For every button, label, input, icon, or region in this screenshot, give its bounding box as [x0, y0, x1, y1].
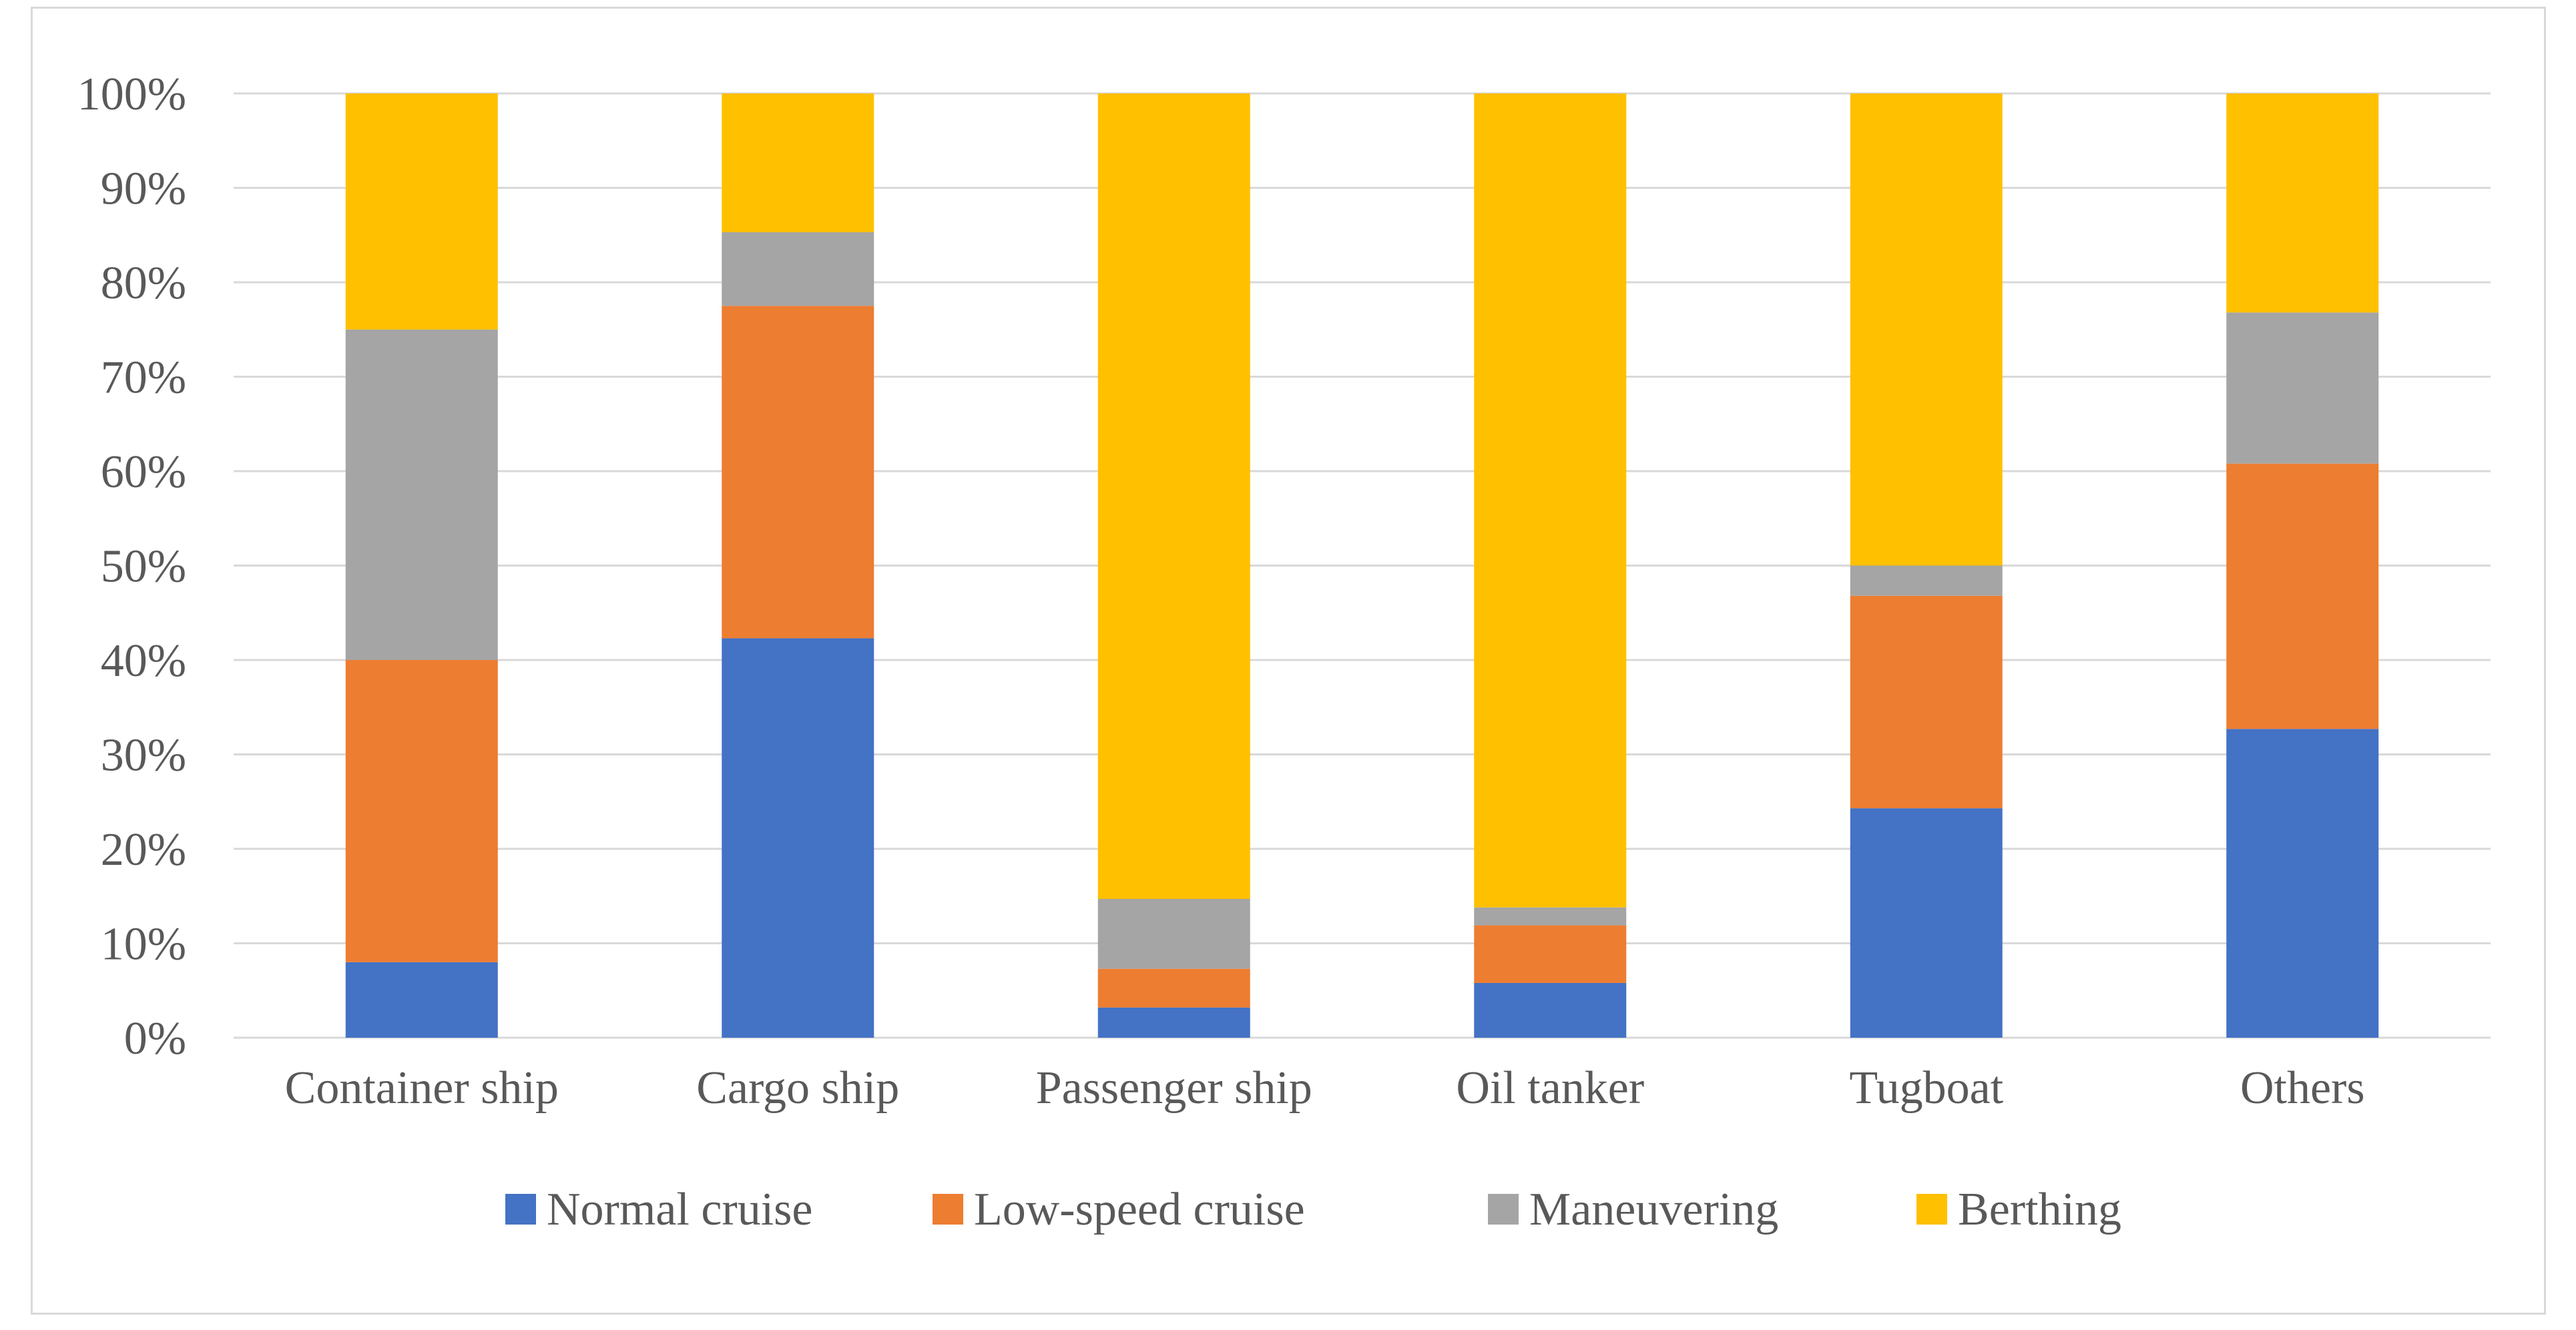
- legend-label: Low-speed cruise: [974, 1184, 1305, 1235]
- bar-segment: [1474, 925, 1627, 983]
- gridlines: [234, 92, 2491, 1039]
- x-category-label: Cargo ship: [696, 1062, 899, 1114]
- y-tick-label: 0%: [124, 1013, 186, 1064]
- y-tick-label: 60%: [101, 446, 186, 498]
- y-tick-label: 70%: [101, 352, 186, 404]
- legend-label: Berthing: [1958, 1184, 2121, 1235]
- legend-swatch: [1916, 1194, 1947, 1225]
- bar-segment: [2226, 729, 2379, 1038]
- chart-frame: 0% 10% 20% 30% 40% 50% 60% 70% 80% 90% 100% Contain…: [31, 7, 2546, 1315]
- x-category-label: Container ship: [285, 1062, 559, 1114]
- x-category-label: Passenger ship: [1036, 1062, 1312, 1114]
- bar-segment: [2226, 93, 2379, 313]
- legend-swatch: [1488, 1194, 1519, 1225]
- x-category-label: Others: [2240, 1062, 2365, 1114]
- y-tick-label: 40%: [101, 635, 186, 687]
- bars: [345, 93, 2379, 1038]
- legend: Normal cruise Low-speed cruise Maneuvering…: [505, 1184, 2121, 1235]
- axes: 0% 10% 20% 30% 40% 50% 60% 70% 80% 90% 100% Contain…: [77, 69, 2365, 1114]
- bar-segment: [722, 93, 874, 233]
- bar-segment: [2226, 312, 2379, 464]
- bar-segment: [1850, 565, 2003, 596]
- bar-segment: [345, 329, 498, 660]
- bar-segment: [1097, 1007, 1250, 1038]
- bar-segment: [345, 660, 498, 962]
- bar-segment: [1474, 93, 1627, 908]
- bar-segment: [1850, 93, 2003, 566]
- legend-swatch: [505, 1194, 536, 1225]
- legend-swatch: [933, 1194, 963, 1225]
- x-category-label: Oil tanker: [1456, 1062, 1644, 1114]
- bar-segment: [1097, 968, 1250, 1008]
- y-tick-label: 100%: [77, 69, 186, 120]
- legend-label: Maneuvering: [1529, 1184, 1778, 1235]
- x-category-label: Tugboat: [1849, 1062, 2003, 1114]
- y-tick-label: 20%: [101, 824, 186, 876]
- bar-segment: [345, 93, 498, 330]
- bar-segment: [1474, 907, 1627, 926]
- bar-segment: [1850, 808, 2003, 1038]
- y-tick-label: 90%: [101, 163, 186, 215]
- y-tick-label: 50%: [101, 541, 186, 593]
- bar-segment: [2226, 463, 2379, 729]
- bar-segment: [722, 306, 874, 639]
- bar-segment: [722, 638, 874, 1038]
- bar-segment: [345, 962, 498, 1038]
- bar-segment: [1474, 982, 1627, 1038]
- bar-segment: [1850, 595, 2003, 809]
- bar-segment: [1097, 898, 1250, 969]
- bar-segment: [1097, 93, 1250, 899]
- y-tick-label: 30%: [101, 730, 186, 781]
- y-tick-label: 80%: [101, 258, 186, 309]
- bar-segment: [722, 232, 874, 306]
- y-tick-label: 10%: [101, 919, 186, 970]
- legend-label: Normal cruise: [547, 1184, 812, 1235]
- stacked-bar-chart: 0% 10% 20% 30% 40% 50% 60% 70% 80% 90% 100% Contain…: [77, 69, 2491, 1235]
